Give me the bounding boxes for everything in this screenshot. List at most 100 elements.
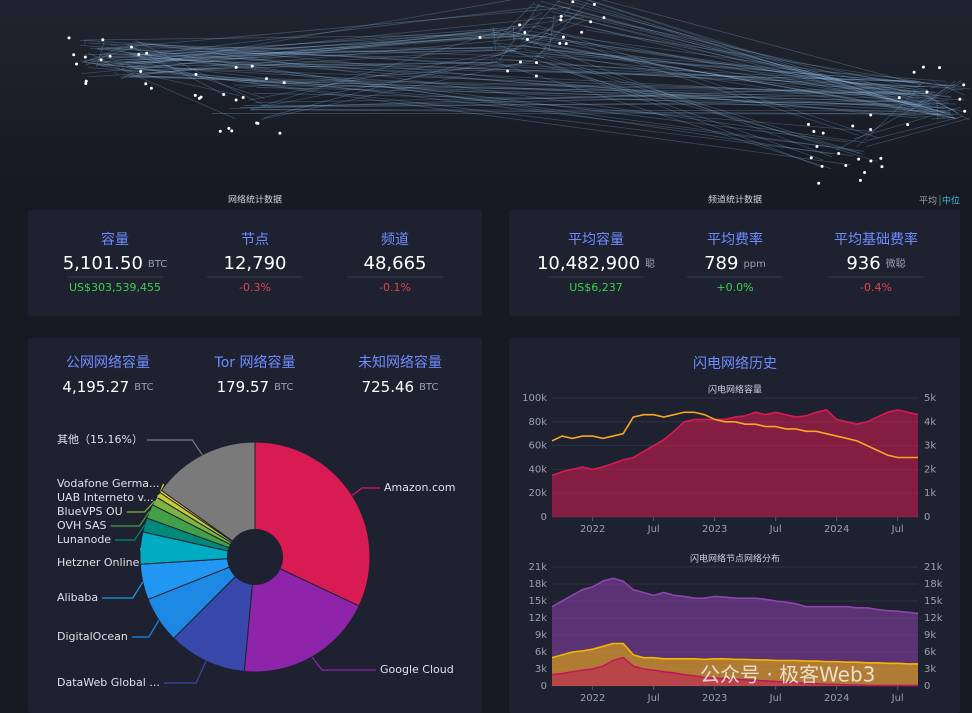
series-line <box>551 411 918 459</box>
route <box>492 26 497 51</box>
y2-tick-label: 0 <box>924 681 930 692</box>
route <box>238 62 537 88</box>
route <box>240 100 949 108</box>
route <box>101 52 925 88</box>
route <box>493 33 959 120</box>
route <box>84 33 528 41</box>
route <box>129 16 585 78</box>
route <box>571 1 956 120</box>
route <box>132 5 545 57</box>
x-tick-label: 2022 <box>580 524 605 535</box>
route <box>99 29 503 66</box>
pie-label: UAB Interneto v... <box>57 491 154 504</box>
toggle-option[interactable]: 中位 <box>942 195 960 207</box>
route <box>520 0 561 41</box>
node-dot <box>518 60 522 64</box>
route <box>536 63 863 155</box>
route <box>912 80 962 108</box>
node-dot <box>99 58 103 62</box>
node-dot <box>897 96 901 100</box>
route <box>96 41 105 67</box>
route <box>91 60 917 82</box>
route <box>501 29 833 158</box>
stat-number: 936 <box>846 253 880 274</box>
route <box>916 81 925 88</box>
route <box>121 0 513 69</box>
stat-value: 12,790 <box>224 253 287 274</box>
route <box>574 0 946 119</box>
pie-label: OVH SAS <box>57 519 106 532</box>
series-line <box>551 409 919 477</box>
node-dot <box>820 164 824 168</box>
leader-line <box>139 547 144 564</box>
route <box>126 61 505 71</box>
node-dot <box>144 82 148 86</box>
route <box>212 113 935 115</box>
route <box>117 34 539 66</box>
leader-line <box>157 494 159 499</box>
node-dot <box>880 165 884 169</box>
node-dot <box>921 65 925 69</box>
node-dot <box>869 159 873 163</box>
node-dot <box>130 45 134 49</box>
route <box>945 89 953 95</box>
watermark: 公众号 · 极客Web3 <box>700 663 875 687</box>
route <box>912 88 958 114</box>
pie-label: Vodafone Germa... <box>57 477 160 490</box>
section-title: 网络统计数据 <box>228 194 282 206</box>
route <box>932 80 965 96</box>
route <box>540 0 951 115</box>
y-tick-label: 9k <box>535 630 547 641</box>
route <box>81 47 121 64</box>
route <box>101 35 515 58</box>
x-tick-label: 2024 <box>824 524 849 535</box>
node-dot <box>571 0 575 4</box>
pie-label: Amazon.com <box>384 481 455 494</box>
panel <box>28 210 482 316</box>
stat-value: 179.57 BTC <box>217 378 294 396</box>
y2-tick-label: 3k <box>924 664 936 675</box>
route <box>254 93 932 106</box>
route <box>585 29 948 87</box>
route <box>524 49 955 118</box>
route <box>97 48 864 152</box>
x-tick-label: Jul <box>769 524 782 535</box>
route <box>88 52 109 63</box>
stat-number: 5,101.50 <box>63 253 143 274</box>
route <box>537 25 880 139</box>
node-dot <box>534 61 538 65</box>
stat-unit: BTC <box>148 259 167 270</box>
route <box>546 16 952 115</box>
route <box>93 49 493 64</box>
route <box>519 44 945 110</box>
node-dot <box>912 70 916 74</box>
node-dot <box>863 170 867 174</box>
route <box>585 0 940 116</box>
stat-sub: -0.3% <box>239 281 271 294</box>
route <box>515 15 535 34</box>
stat-unit: BTC <box>134 382 153 393</box>
route <box>547 56 860 154</box>
route <box>496 44 821 167</box>
route <box>136 35 548 76</box>
stat-number: 4,195.27 <box>62 378 129 396</box>
route <box>250 109 959 115</box>
route <box>491 60 832 170</box>
node-dot <box>592 2 596 6</box>
route <box>584 25 949 104</box>
stat-label: 容量 <box>101 231 129 248</box>
node-dot <box>234 65 238 69</box>
y-tick-label: 80k <box>528 417 547 428</box>
route <box>83 28 498 62</box>
toggle-option[interactable]: 平均 <box>919 195 937 207</box>
node-dot <box>958 97 962 101</box>
node-dot <box>815 145 819 149</box>
route <box>250 61 498 110</box>
x-tick-label: 2024 <box>824 693 849 704</box>
route <box>256 87 925 102</box>
route <box>540 37 920 93</box>
node-dot <box>137 53 141 57</box>
route <box>865 115 964 142</box>
stat-value: 936 微聪 <box>846 253 905 274</box>
